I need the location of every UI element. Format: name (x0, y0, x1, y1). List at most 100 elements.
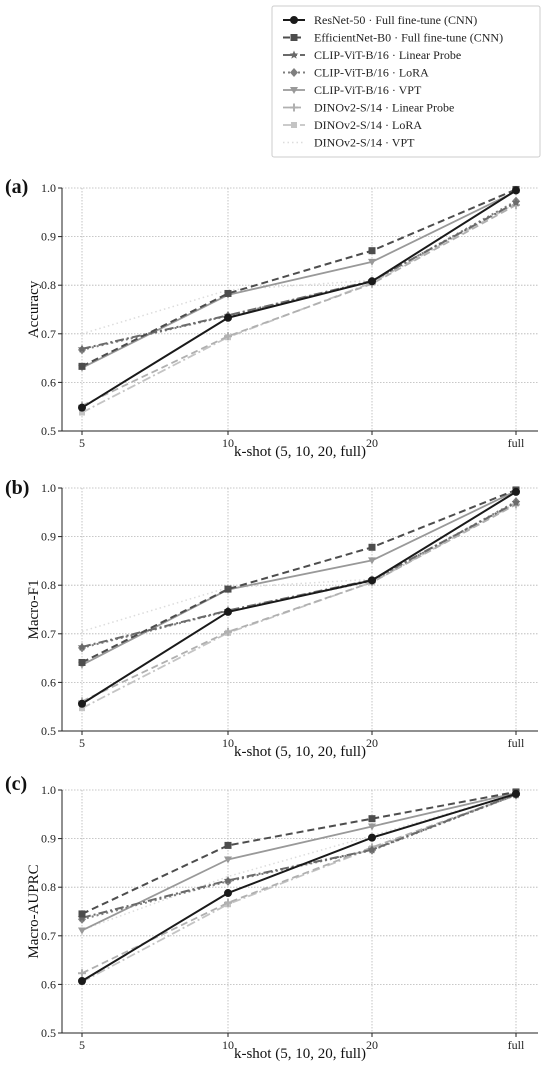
y-tick-label: 0.9 (41, 230, 56, 244)
data-point-shape (368, 258, 376, 266)
series-path (81, 201, 517, 350)
data-point-shape (368, 247, 376, 255)
data-point-shape (224, 856, 232, 864)
x-tick-label: 5 (79, 1038, 85, 1052)
data-point-shape (368, 277, 376, 286)
data-point-shape (368, 823, 376, 831)
legend-entry: CLIP-ViT-B/16 · LoRA (283, 66, 429, 80)
series-path (81, 794, 517, 983)
y-tick-label: 0.9 (41, 832, 56, 846)
chart-panel: (c) 0.5 0.6 0.7 0.8 0.9 1.0 5 10 20 full k-shot (5,… (5, 773, 538, 1062)
data-point (512, 487, 520, 496)
legend-marker (289, 50, 299, 59)
data-point (512, 789, 520, 798)
series-line (81, 792, 517, 931)
data-point (224, 627, 232, 636)
data-point (79, 705, 85, 712)
x-axis-label: k-shot (5, 10, 20, full) (234, 744, 366, 760)
data-point-shape (224, 289, 232, 297)
panel-tag: (b) (5, 477, 29, 499)
series-line (78, 790, 520, 924)
data-point-shape (78, 403, 86, 412)
data-point (367, 845, 377, 854)
series-path (81, 489, 517, 664)
y-tick-label: 0.7 (41, 929, 56, 943)
legend-label: DINOv2-S/14 · VPT (314, 136, 415, 150)
series-path (81, 202, 517, 414)
y-tick-label: 0.5 (41, 424, 56, 438)
series-line (78, 789, 520, 935)
x-tick-label: 20 (366, 436, 378, 450)
series-path (81, 502, 517, 709)
data-point-shape (512, 487, 520, 496)
data-point (78, 403, 86, 412)
legend-marker-shape (289, 50, 299, 59)
legend-marker-shape (290, 68, 298, 77)
legend-entry: EfficientNet-B0 · Full fine-tune (CNN) (283, 31, 503, 45)
y-tick-label: 0.6 (41, 675, 56, 689)
legend-marker-shape (290, 16, 298, 24)
chart-panel: (a) 0.5 0.6 0.7 0.8 0.9 1.0 5 10 20 full k-shot (5,… (5, 176, 538, 460)
x-axis-label: k-shot (5, 10, 20, full) (234, 444, 366, 460)
legend-marker (290, 16, 298, 24)
y-tick-label: 0.6 (41, 375, 56, 389)
legend-entry: DINOv2-S/14 · Linear Probe (283, 101, 454, 115)
data-point (368, 247, 376, 255)
data-point-shape (368, 557, 376, 565)
data-point-shape (79, 705, 85, 712)
y-tick-label: 0.8 (41, 278, 56, 292)
y-tick-label: 0.5 (41, 1026, 56, 1040)
y-axis-label: Accuracy (26, 280, 42, 338)
legend-marker-shape (290, 34, 298, 41)
data-point-shape (368, 833, 376, 842)
data-point (78, 658, 86, 666)
legend-marker (290, 87, 298, 94)
series-line (79, 200, 519, 416)
data-point (368, 833, 376, 842)
data-point (368, 576, 376, 585)
y-tick-label: 0.8 (41, 880, 56, 894)
legend-label: ResNet-50 · Full fine-tune (CNN) (314, 13, 477, 27)
data-point (78, 927, 86, 935)
data-point-shape (511, 498, 521, 507)
data-point-shape (224, 313, 232, 322)
y-axis-label: Macro-F1 (26, 580, 42, 640)
x-tick-label: 10 (222, 436, 234, 450)
data-point-shape (224, 607, 232, 616)
series-path (81, 503, 517, 703)
data-point (368, 815, 376, 823)
series-path (81, 792, 517, 932)
data-point (368, 543, 376, 551)
legend-marker (290, 68, 298, 77)
legend-label: DINOv2-S/14 · Linear Probe (314, 101, 454, 115)
series-line (78, 201, 520, 410)
series-line (78, 186, 520, 412)
y-tick-label: 0.8 (41, 578, 56, 592)
data-point-shape (78, 927, 86, 935)
legend-label: CLIP-ViT-B/16 · LoRA (314, 66, 429, 80)
data-point-shape (78, 976, 86, 985)
data-point (368, 557, 376, 565)
data-point-shape (79, 409, 85, 416)
legend-marker (291, 122, 297, 128)
data-point (224, 898, 232, 907)
y-tick-label: 0.5 (41, 724, 56, 738)
series-path (81, 188, 517, 368)
legend-marker-shape (291, 122, 297, 128)
legend-marker (290, 103, 298, 112)
data-point-shape (77, 642, 87, 651)
legend: ResNet-50 · Full fine-tune (CNN) Efficien… (271, 5, 541, 158)
x-tick-label: 20 (366, 736, 378, 750)
data-point (78, 699, 86, 708)
series-path (81, 792, 517, 931)
legend-entry: CLIP-ViT-B/16 · VPT (283, 83, 422, 97)
data-point (78, 969, 86, 978)
legend-entry: ResNet-50 · Full fine-tune (CNN) (283, 13, 477, 27)
y-tick-label: 1.0 (41, 783, 56, 797)
data-point (512, 186, 520, 195)
data-point (79, 409, 85, 416)
data-point (224, 585, 232, 593)
x-tick-label: 5 (79, 436, 85, 450)
y-tick-label: 1.0 (41, 181, 56, 195)
series-path (81, 790, 517, 915)
